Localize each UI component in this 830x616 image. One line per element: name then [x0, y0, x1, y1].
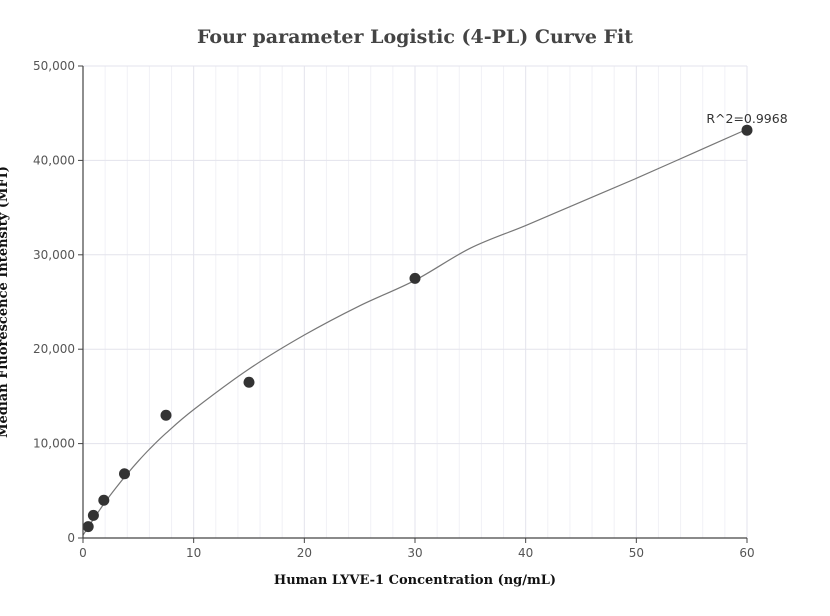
y-axis-title: Median Fluorescence Intensity (MFI)	[0, 166, 11, 438]
y-tick-label: 40,000	[33, 153, 75, 167]
axes	[78, 65, 748, 543]
x-tick-label: 50	[629, 546, 644, 560]
data-points	[82, 124, 753, 533]
x-tick-label: 20	[297, 546, 312, 560]
data-point	[98, 494, 110, 506]
y-tick-label: 30,000	[33, 248, 75, 262]
r-squared-annotation: R^2=0.9968	[706, 111, 787, 126]
chart-title: Four parameter Logistic (4-PL) Curve Fit	[197, 26, 633, 48]
y-tick-label: 20,000	[33, 342, 75, 356]
data-point	[160, 409, 172, 421]
data-point	[741, 124, 753, 136]
x-tick-label: 40	[518, 546, 533, 560]
grid-minor	[104, 66, 726, 538]
tick-labels: 0 10 20 30 40 50 60 0 10,000 20,000 30,000 40,000 50…	[33, 59, 755, 560]
data-point	[119, 468, 130, 480]
data-point	[87, 509, 99, 521]
x-tick-label: 60	[739, 546, 754, 560]
grid-major	[83, 65, 748, 538]
data-point	[82, 521, 94, 533]
y-tick-label: 10,000	[33, 437, 75, 451]
x-tick-label: 0	[79, 546, 87, 560]
y-tick-label: 0	[67, 531, 75, 545]
x-tick-label: 10	[186, 546, 201, 560]
data-point	[243, 376, 255, 388]
data-point	[409, 272, 421, 284]
x-tick-label: 30	[407, 546, 422, 560]
y-tick-label: 50,000	[33, 59, 75, 73]
x-axis-title: Human LYVE-1 Concentration (ng/mL)	[274, 573, 556, 588]
